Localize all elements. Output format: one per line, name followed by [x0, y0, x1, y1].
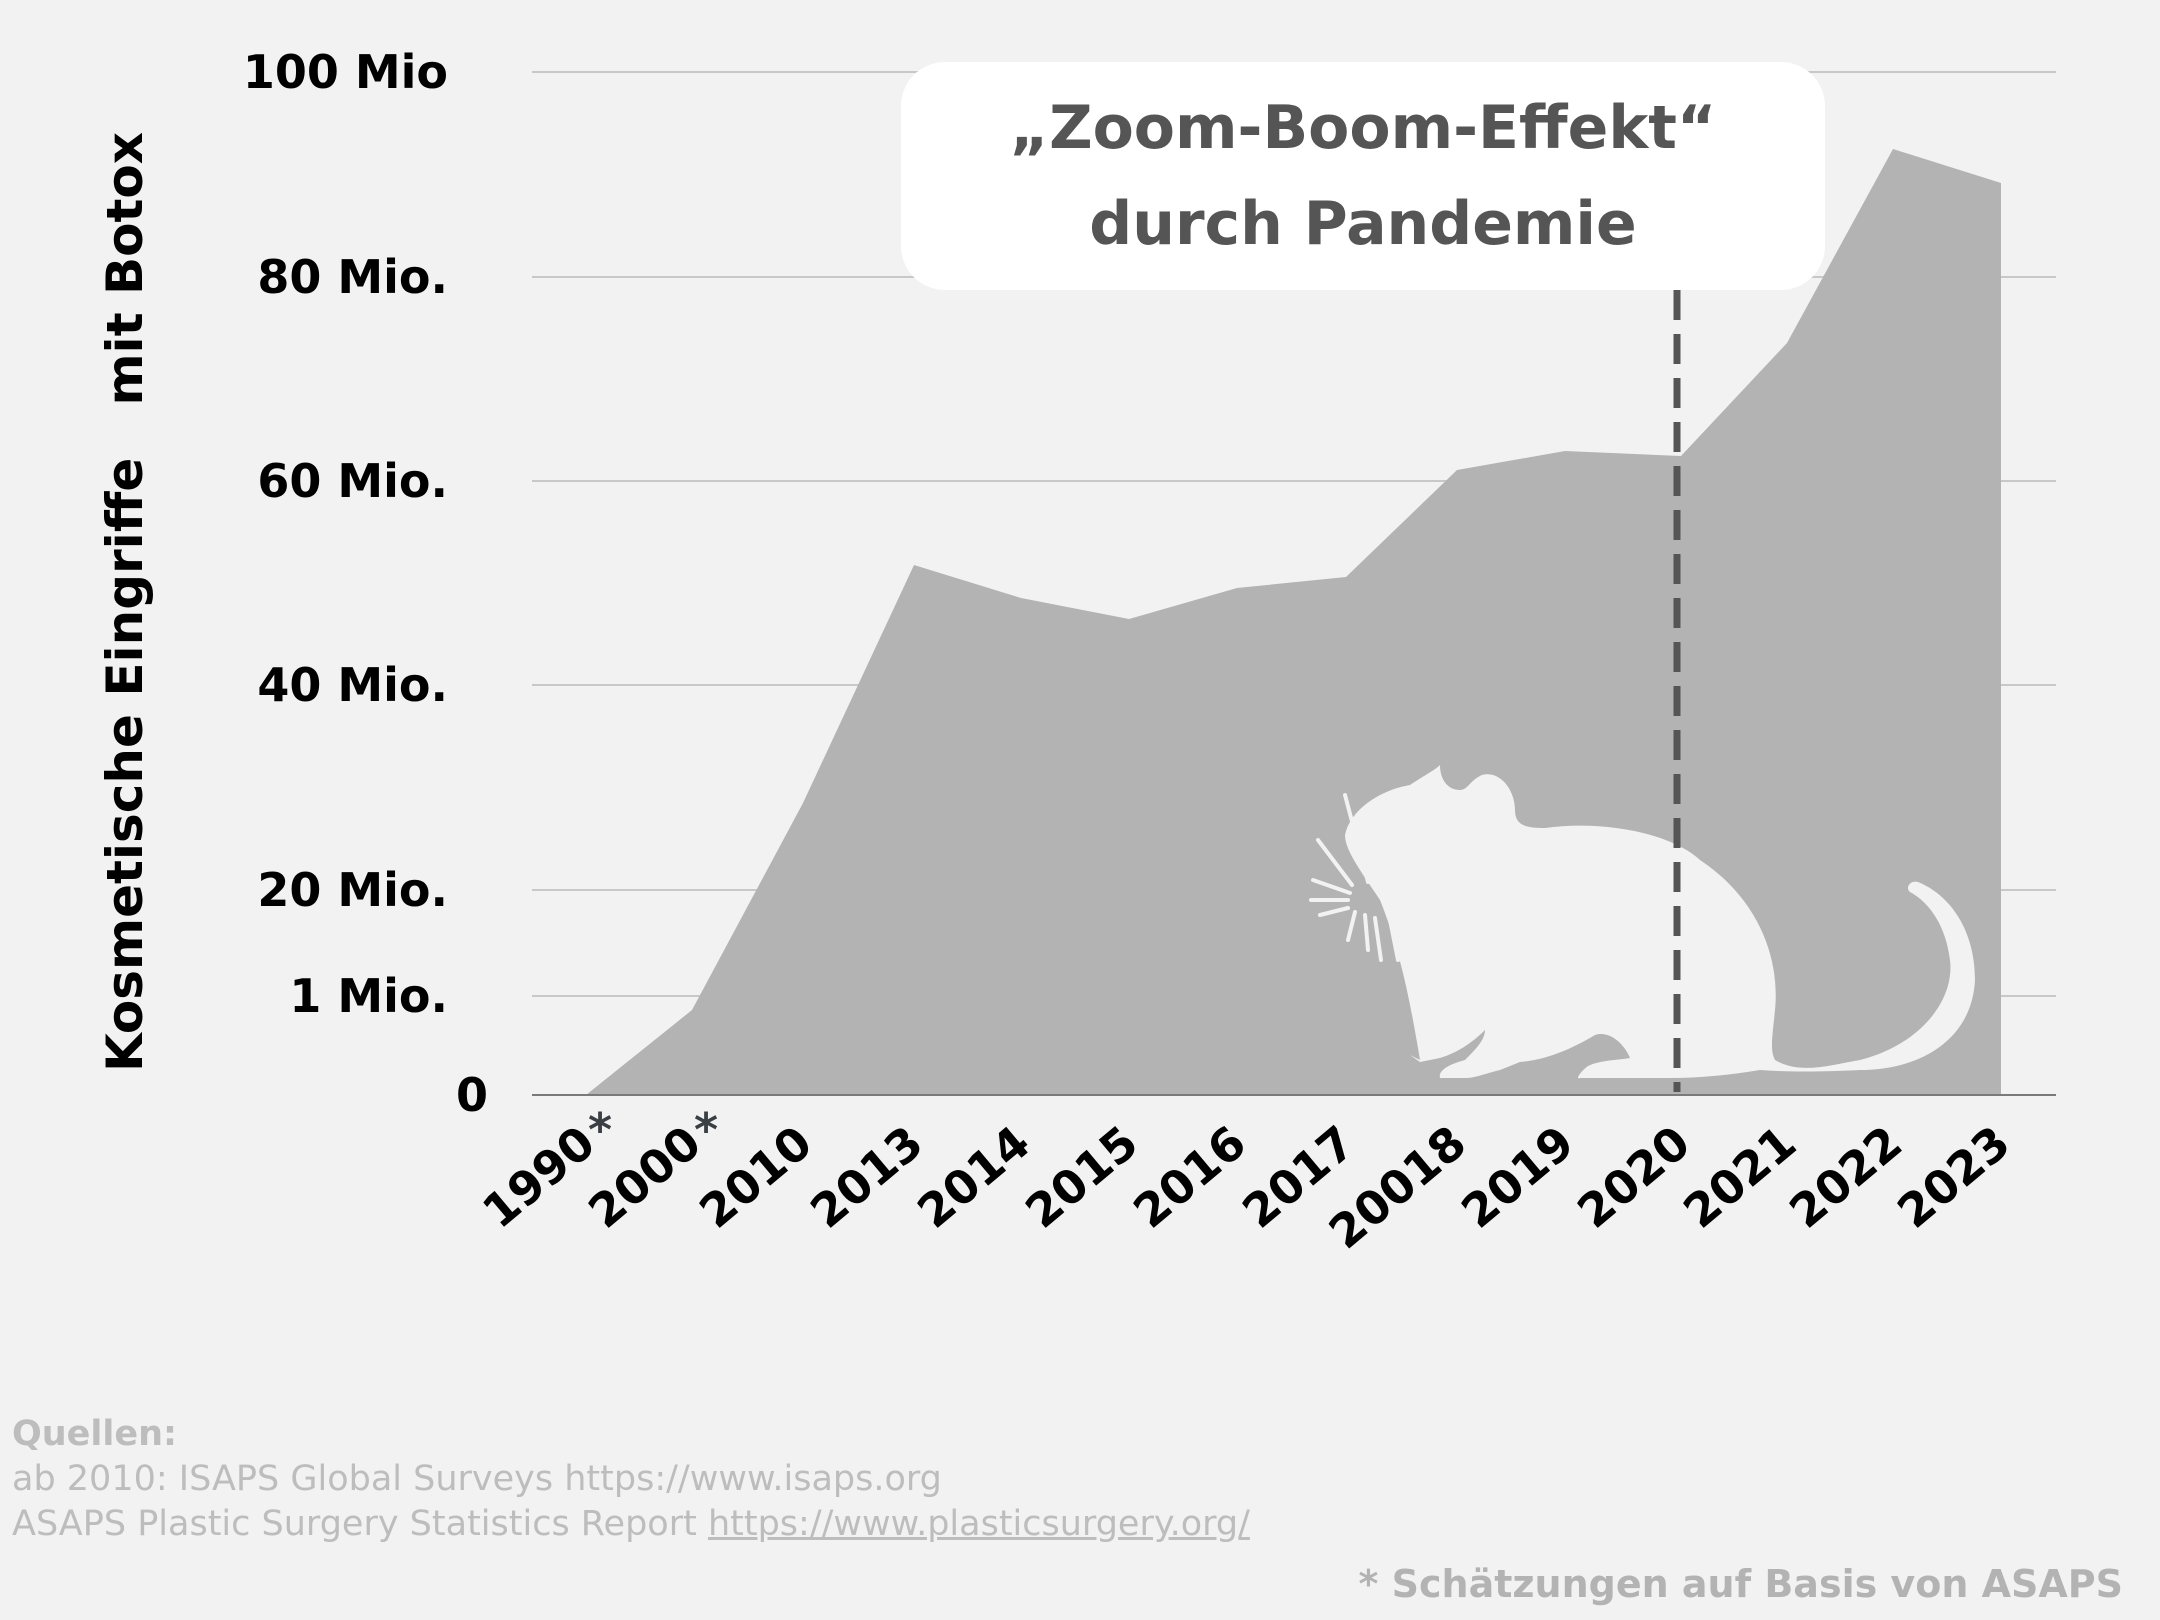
source-asaps-text: ASAPS Plastic Surgery Statistics Report [12, 1504, 708, 1544]
annotation-line-1: „Zoom-Boom-Effekt“ [1009, 93, 1717, 163]
mouse-icon [1309, 765, 1975, 1079]
estimate-footnote: * Schätzungen auf Basis von ASAPS [1358, 1562, 2123, 1606]
y-tick-label: 0 [456, 1068, 488, 1122]
y-axis-ticks: 100 Mio 80 Mio. 60 Mio. 40 Mio. 20 Mio. 1 Mio… [243, 45, 488, 1122]
source-asaps: ASAPS Plastic Surgery Statistics Report … [12, 1502, 1250, 1547]
area-series [586, 149, 2001, 1095]
y-tick-label: 1 Mio. [289, 969, 448, 1023]
x-tick-label: 2023 [1887, 1115, 2020, 1239]
y-tick-label: 20 Mio. [257, 863, 448, 917]
y-tick-label: 40 Mio. [257, 658, 448, 712]
x-tick-label: 2015 [1015, 1115, 1148, 1239]
x-axis-ticks: 1990*2000*201020132014201520162017200182… [472, 1103, 2020, 1259]
estimate-asterisk: * [588, 1103, 612, 1157]
x-tick-label: 2019 [1451, 1115, 1584, 1239]
y-tick-label: 80 Mio. [257, 250, 448, 304]
annotation-line-2: durch Pandemie [1089, 189, 1637, 259]
x-tick-label: 2020 [1567, 1115, 1700, 1239]
x-tick-label: 2013 [800, 1115, 933, 1239]
x-tick-label: 2016 [1123, 1115, 1256, 1239]
sources-heading: Quellen: [12, 1414, 178, 1454]
sources-footer: Quellen: ab 2010: ISAPS Global Surveys h… [12, 1412, 1250, 1547]
y-tick-label: 60 Mio. [257, 454, 448, 508]
x-tick-label: 2022 [1779, 1115, 1912, 1239]
source-isaps: ab 2010: ISAPS Global Surveys https://ww… [12, 1459, 942, 1499]
y-tick-label: 100 Mio [243, 45, 448, 99]
annotation-callout: „Zoom-Boom-Effekt“ durch Pandemie [901, 62, 1825, 290]
estimate-asterisk: * [694, 1103, 718, 1157]
x-tick-label: 2014 [907, 1115, 1040, 1239]
source-asaps-link[interactable]: https://www.plasticsurgery.org/ [707, 1504, 1250, 1544]
x-tick-label: 1990 [472, 1115, 605, 1239]
y-axis-label: Kosmetische Eingriffe mit Botox [96, 132, 154, 1072]
x-tick-label: 2021 [1673, 1115, 1806, 1239]
